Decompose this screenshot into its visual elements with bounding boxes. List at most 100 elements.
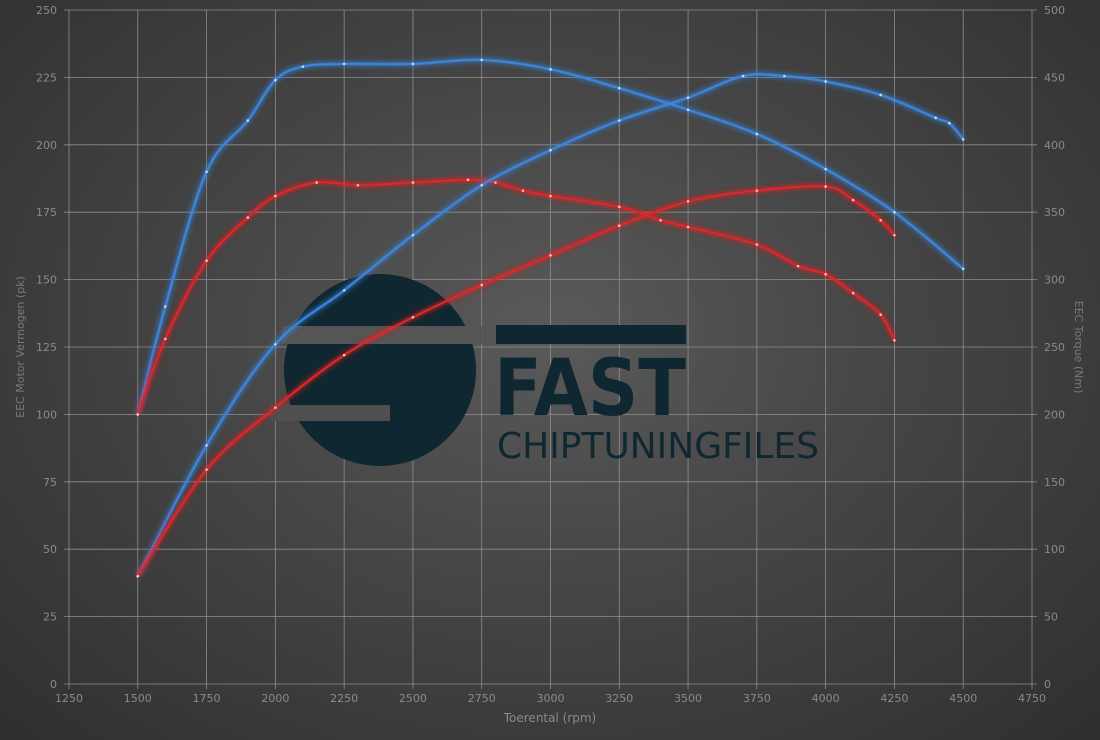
data-point	[796, 264, 800, 268]
data-point	[164, 305, 167, 308]
data-point	[961, 267, 965, 271]
data-point	[342, 62, 346, 66]
data-point	[480, 183, 484, 187]
y-tick-label: 25	[43, 611, 57, 624]
data-point	[755, 189, 759, 192]
data-point	[893, 233, 896, 237]
data-point	[356, 183, 360, 187]
data-point	[274, 343, 277, 346]
y-tick-label: 100	[36, 408, 57, 421]
data-point	[824, 167, 827, 171]
data-point	[136, 413, 140, 416]
x-tick-label: 4000	[812, 692, 840, 705]
data-point	[411, 233, 415, 237]
y2-tick-label: 150	[1044, 476, 1065, 489]
data-point	[948, 121, 951, 125]
data-point	[686, 200, 690, 203]
x-tick-label: 1750	[193, 692, 221, 705]
y2-axis-ticks: 0 50 100 150 200 250 300 350 400 450 500	[1044, 4, 1065, 691]
logo-text-fast: FAST	[494, 344, 686, 434]
data-point	[893, 338, 896, 342]
data-point	[617, 224, 621, 227]
data-point	[411, 62, 415, 66]
logo-slot-top	[282, 326, 482, 344]
data-point	[480, 58, 484, 62]
data-point	[741, 74, 745, 78]
y-tick-label: 175	[36, 206, 57, 219]
data-point	[824, 80, 827, 83]
data-point	[961, 138, 965, 141]
logo-slot-bottom	[270, 405, 390, 421]
data-point	[549, 254, 552, 257]
data-point	[851, 291, 855, 295]
y2-tick-label: 250	[1044, 341, 1065, 354]
data-point	[205, 170, 208, 174]
y-tick-label: 75	[43, 476, 57, 489]
data-point	[274, 406, 277, 409]
data-point	[549, 148, 552, 152]
y2-tick-label: 100	[1044, 543, 1065, 556]
x-tick-label: 4750	[1018, 692, 1046, 705]
x-tick-label: 2750	[468, 692, 496, 705]
x-axis-label: Toerental (rpm)	[503, 711, 596, 725]
x-tick-label: 2500	[399, 692, 427, 705]
y-tick-label: 200	[36, 139, 57, 152]
y-tick-label: 250	[36, 4, 57, 17]
data-point	[411, 316, 415, 319]
data-point	[315, 181, 318, 184]
x-axis-ticks: 1250 1500 1750 2000 2250 2500 2750 3000 3250 3500…	[55, 692, 1046, 705]
data-point	[824, 185, 827, 188]
y-tick-label: 225	[36, 71, 57, 84]
data-point	[934, 116, 937, 120]
x-tick-label: 3500	[674, 692, 702, 705]
data-point	[521, 189, 525, 192]
x-tick-label: 3000	[537, 692, 565, 705]
y2-tick-label: 300	[1044, 274, 1065, 287]
y2-tick-label: 0	[1044, 678, 1051, 691]
data-point	[205, 468, 208, 471]
data-point	[755, 132, 759, 136]
logo-circle	[284, 274, 476, 466]
data-point	[549, 68, 552, 71]
data-point	[342, 289, 346, 292]
y2-tick-label: 50	[1044, 611, 1058, 624]
data-point	[246, 119, 250, 122]
y2-tick-label: 500	[1044, 4, 1065, 17]
data-point	[274, 194, 277, 198]
y2-tick-label: 400	[1044, 139, 1065, 152]
data-point	[205, 259, 208, 263]
data-point	[466, 178, 470, 182]
x-tick-label: 1250	[55, 692, 83, 705]
watermark-logo: FAST CHIPTUNINGFILES	[270, 274, 819, 467]
data-point	[164, 337, 167, 341]
data-point	[342, 353, 346, 357]
data-point	[617, 86, 621, 90]
x-tick-label: 2000	[261, 692, 289, 705]
y2-axis-label: EEC Torque (Nm)	[1072, 301, 1085, 394]
data-point	[411, 181, 415, 184]
y2-tick-label: 350	[1044, 206, 1065, 219]
data-point	[783, 74, 786, 78]
data-point	[686, 225, 690, 229]
y-tick-label: 125	[36, 341, 57, 354]
data-point	[301, 65, 305, 68]
data-point	[755, 243, 759, 246]
data-point	[274, 78, 277, 82]
y-tick-label: 0	[50, 678, 57, 691]
data-point	[480, 283, 484, 287]
data-point	[617, 205, 621, 209]
data-point	[879, 218, 882, 222]
series-group	[136, 58, 965, 578]
data-point	[686, 96, 690, 99]
y-axis-ticks: 0 25 50 75 100 125 150 175 200 225 250	[36, 4, 57, 691]
power-series-0	[137, 58, 964, 415]
x-tick-label: 3750	[743, 692, 771, 705]
data-point	[617, 119, 621, 122]
torque-series-3	[137, 185, 896, 577]
data-point	[549, 194, 552, 198]
x-tick-label: 1500	[124, 692, 152, 705]
y-tick-label: 50	[43, 543, 57, 556]
logo-text-chiptuningfiles: CHIPTUNINGFILES	[497, 426, 819, 467]
data-point	[136, 574, 140, 578]
data-point	[893, 210, 896, 214]
